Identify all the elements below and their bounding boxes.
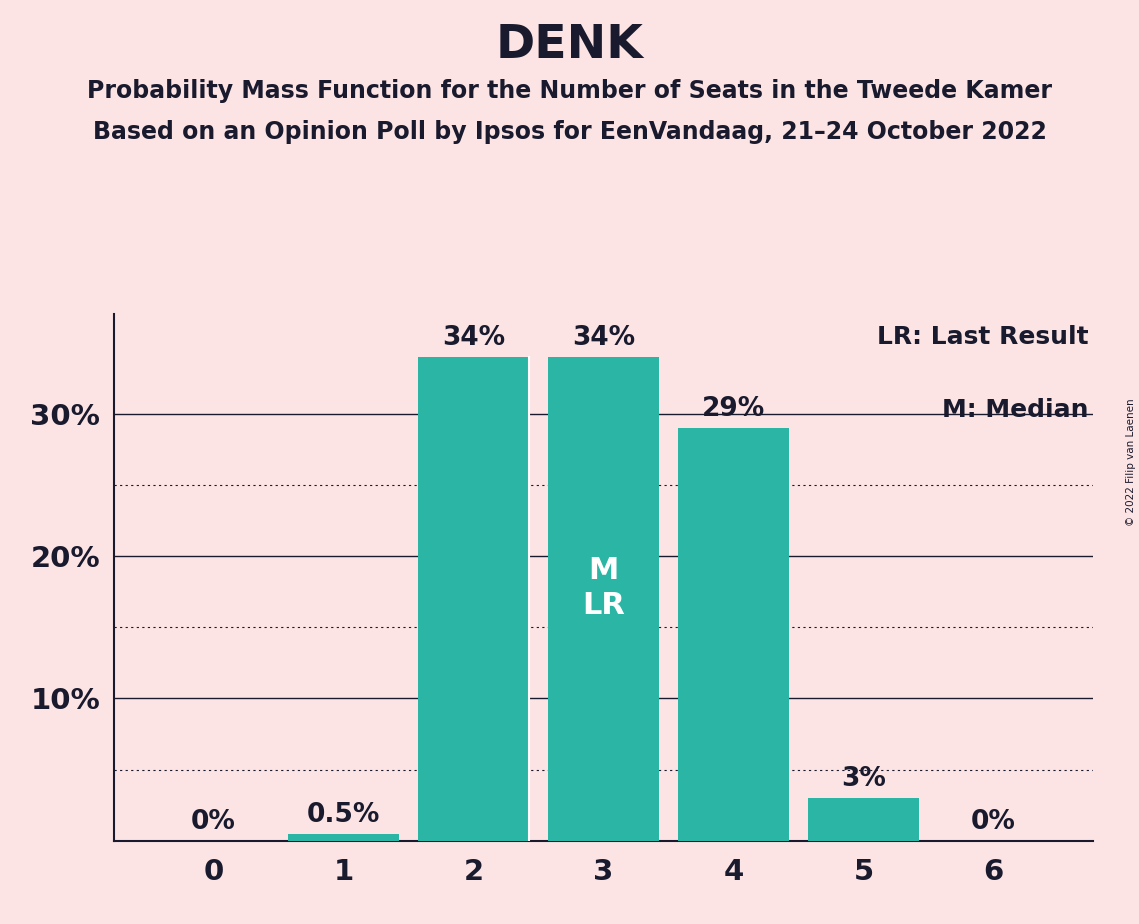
Bar xyxy=(288,833,399,841)
Bar xyxy=(679,428,789,841)
Text: Probability Mass Function for the Number of Seats in the Tweede Kamer: Probability Mass Function for the Number… xyxy=(87,79,1052,103)
Text: M: Median: M: Median xyxy=(942,398,1089,422)
Bar xyxy=(809,798,919,841)
Text: 0%: 0% xyxy=(191,809,236,835)
Text: 0.5%: 0.5% xyxy=(308,802,380,828)
Text: M: M xyxy=(589,556,618,585)
Text: 3%: 3% xyxy=(842,766,886,793)
Text: 34%: 34% xyxy=(572,325,636,351)
Text: Based on an Opinion Poll by Ipsos for EenVandaag, 21–24 October 2022: Based on an Opinion Poll by Ipsos for Ee… xyxy=(92,120,1047,144)
Text: DENK: DENK xyxy=(495,23,644,68)
Bar xyxy=(418,357,528,841)
Bar xyxy=(548,357,659,841)
Text: © 2022 Filip van Laenen: © 2022 Filip van Laenen xyxy=(1126,398,1136,526)
Text: 29%: 29% xyxy=(702,396,765,422)
Text: 34%: 34% xyxy=(442,325,506,351)
Text: LR: Last Result: LR: Last Result xyxy=(877,324,1089,348)
Text: LR: LR xyxy=(582,591,625,621)
Text: 0%: 0% xyxy=(972,809,1016,835)
